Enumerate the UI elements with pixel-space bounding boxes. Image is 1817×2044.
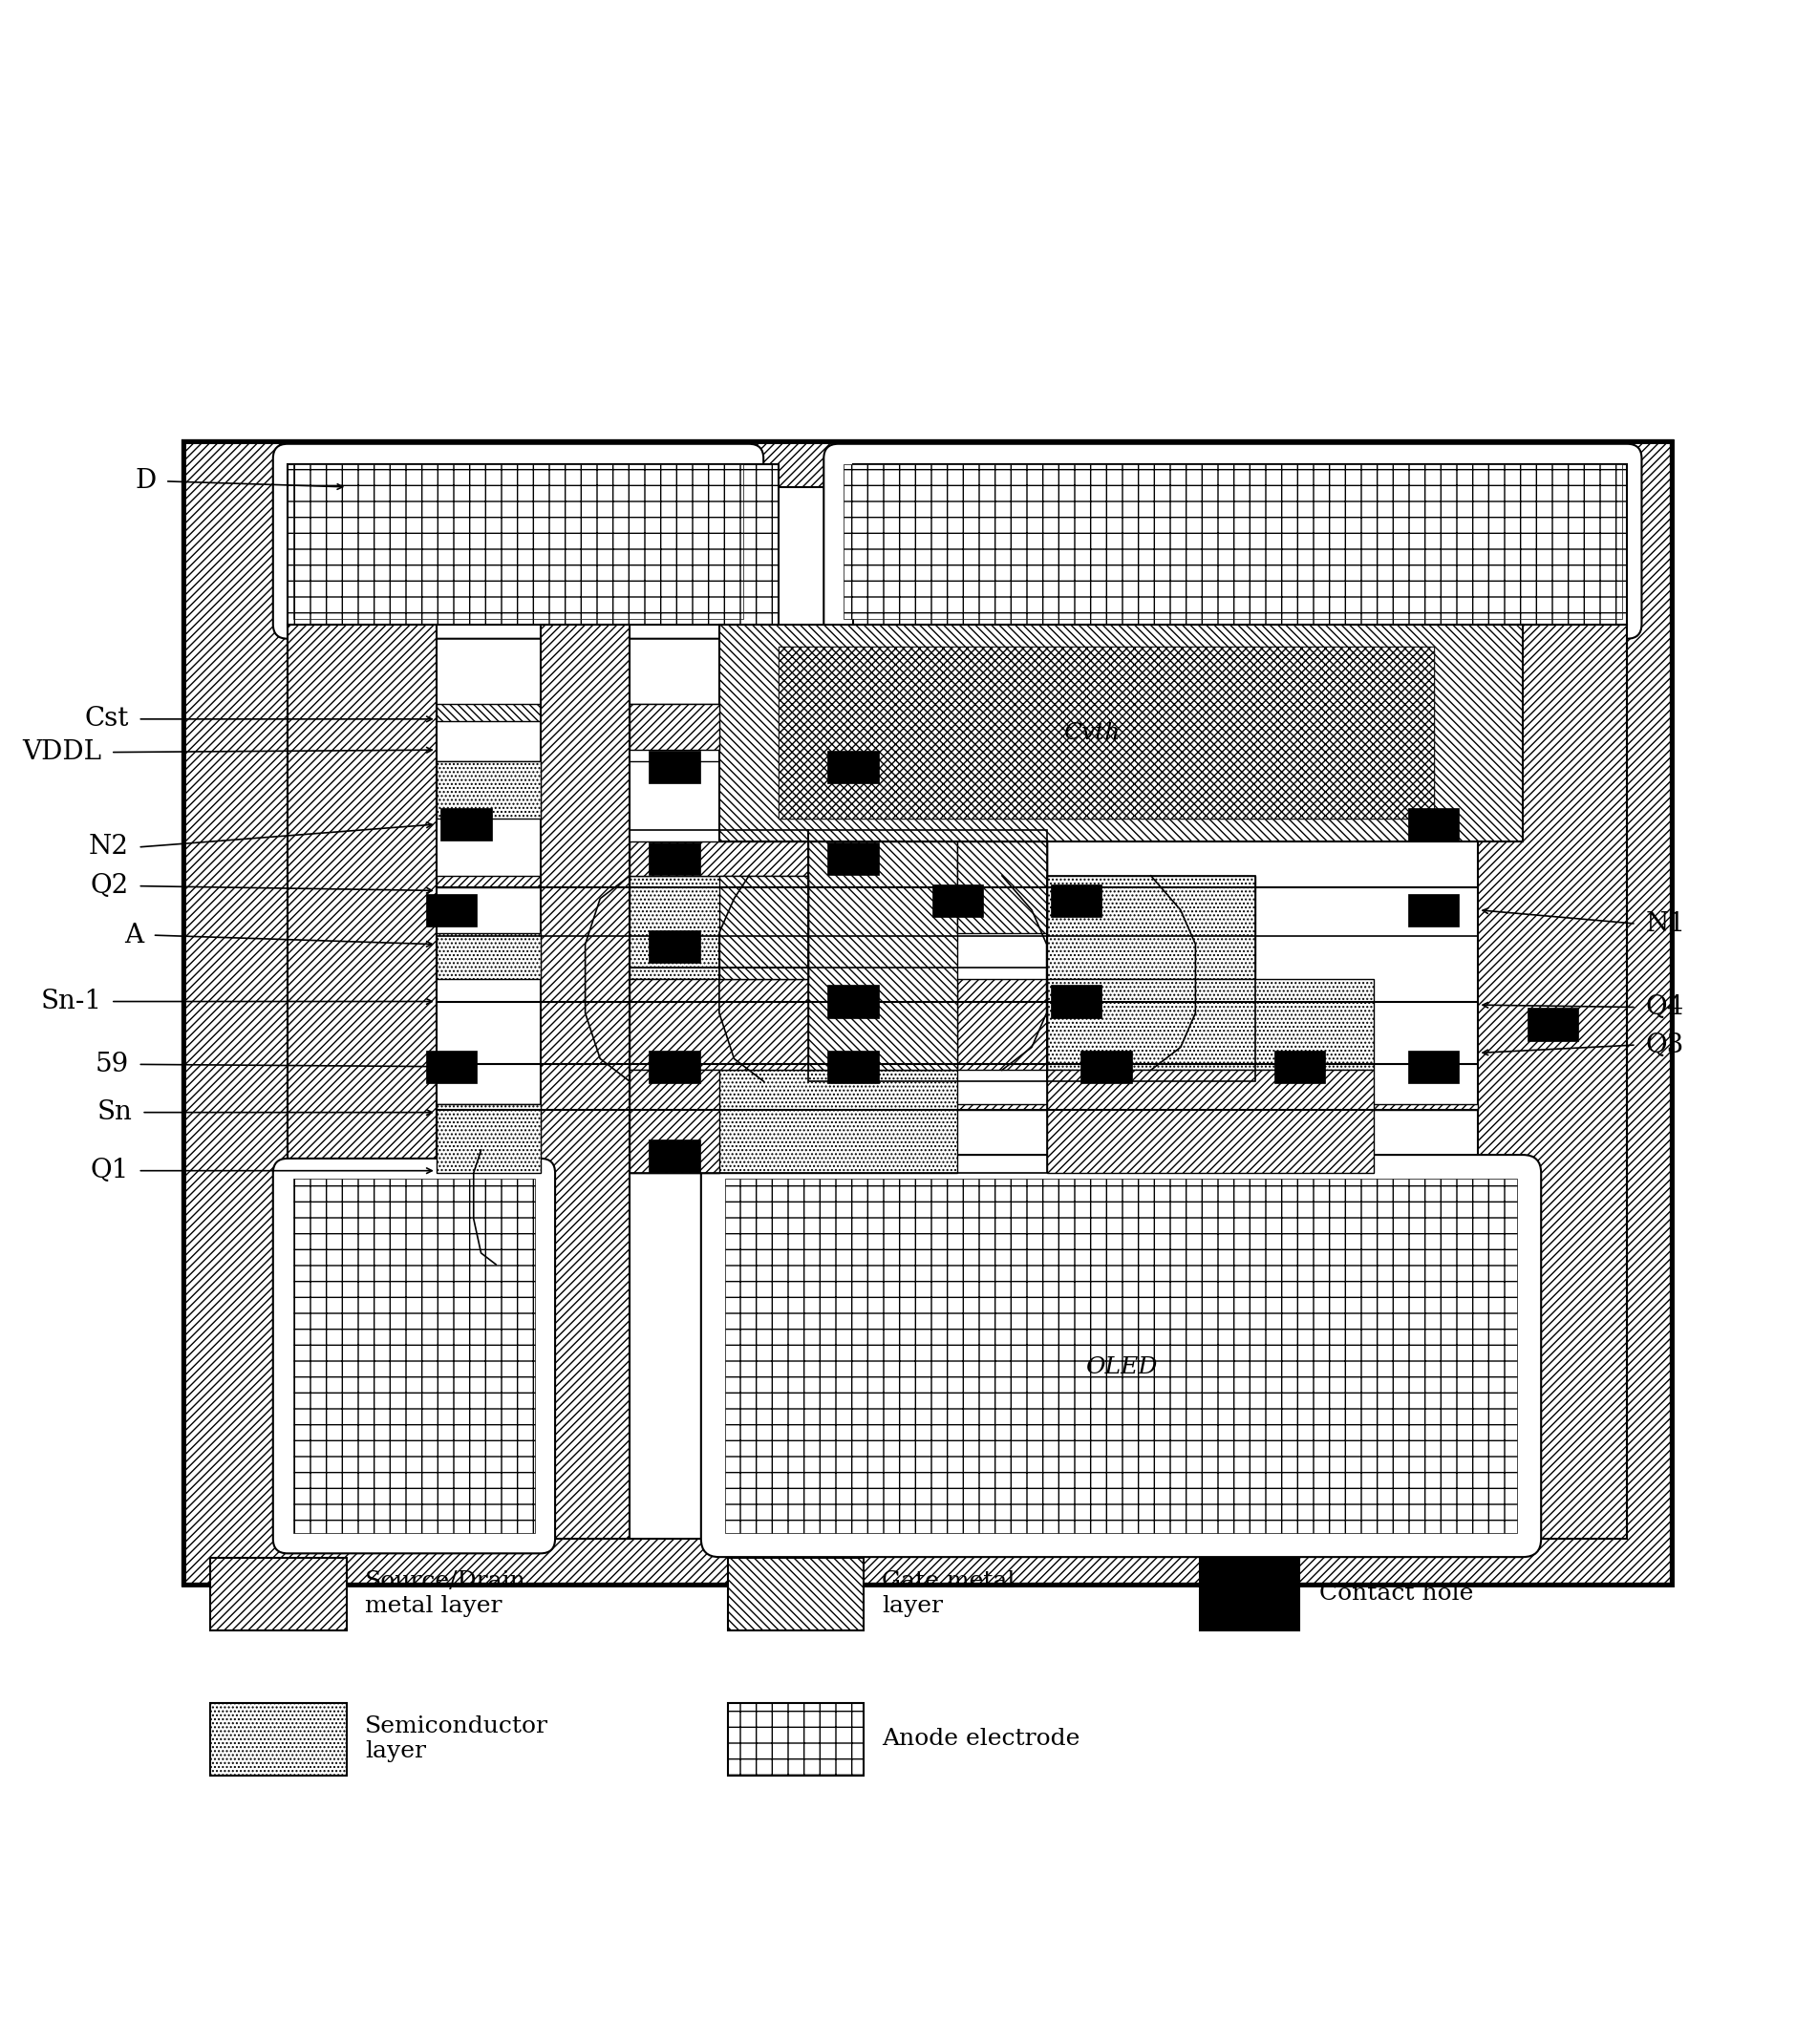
Bar [425,1051,476,1083]
Text: Cst: Cst [85,705,129,732]
FancyBboxPatch shape [273,1159,556,1553]
Bar [630,875,809,979]
Bar [442,807,492,840]
Bar [1047,875,1256,1081]
Bar [958,979,1047,1071]
FancyBboxPatch shape [701,1155,1541,1558]
Bar [1047,1071,1374,1173]
Bar [649,750,700,783]
Bar [287,486,1628,1539]
Bar [1047,875,1256,979]
Text: Source/Drain
metal layer: Source/Drain metal layer [365,1570,527,1617]
Text: D: D [134,468,156,495]
Bar [436,875,720,887]
Text: N1: N1 [1644,912,1686,936]
Text: Contact hole: Contact hole [1319,1582,1474,1605]
Bar [211,1558,347,1629]
Bar [809,830,1047,1081]
Bar [779,648,1434,818]
Text: VDDL: VDDL [22,740,102,764]
Text: Q3: Q3 [1644,1032,1684,1059]
Bar [1479,623,1628,1539]
Bar [829,750,879,783]
Bar [630,842,1047,875]
Bar [809,842,958,1071]
Bar [649,1139,700,1171]
Bar [1274,1051,1325,1083]
Bar [1050,985,1101,1018]
Bar [436,760,541,818]
Bar [630,967,1047,1173]
Bar [630,830,809,967]
Bar [184,442,1672,1584]
Bar [425,893,476,926]
Bar [1408,893,1459,926]
Text: Gate metal
layer: Gate metal layer [883,1570,1016,1617]
Bar [436,932,541,979]
Bar [184,442,1672,1584]
Bar [829,1051,879,1083]
Bar [287,464,779,623]
Text: Sn: Sn [98,1100,133,1126]
Bar [649,930,700,963]
Bar [729,1703,865,1774]
Text: Sn-1: Sn-1 [40,989,102,1014]
Bar [932,885,983,918]
Bar [293,464,743,619]
Text: Semiconductor
layer: Semiconductor layer [365,1715,549,1762]
Bar [725,1179,1517,1533]
Bar [854,464,1628,623]
Bar [779,648,1434,818]
Bar [843,464,1623,619]
Bar [1050,885,1101,918]
Text: Q1: Q1 [91,1157,129,1183]
Text: Cvth: Cvth [1063,722,1119,744]
Text: Q4: Q4 [1644,993,1684,1020]
FancyBboxPatch shape [273,444,763,638]
Bar [829,985,879,1018]
Text: A: A [124,922,144,948]
Bar [293,1179,536,1533]
Bar [630,979,958,1071]
Bar [184,442,1672,1584]
Bar [720,875,809,979]
Bar [287,623,436,1539]
Text: Anode electrode: Anode electrode [883,1727,1081,1750]
Bar [720,623,1523,842]
Bar [630,705,720,750]
Text: OLED: OLED [1085,1357,1157,1378]
Bar [630,1071,720,1173]
Bar [729,1558,865,1629]
Bar [829,842,879,875]
Bar [184,442,1672,1584]
Bar [436,1104,541,1173]
Bar [649,842,700,875]
Bar [1047,979,1374,1071]
Bar [1408,1051,1459,1083]
Bar [541,623,630,1539]
Bar [1528,1008,1579,1040]
Text: 59: 59 [94,1051,129,1077]
Bar [1199,1558,1299,1629]
Bar [436,705,1479,722]
Bar [630,1071,958,1173]
Bar [1081,1051,1132,1083]
Text: Q2: Q2 [91,873,129,899]
Bar [211,1703,347,1774]
Bar [436,1104,1479,1110]
Bar [958,842,1047,932]
Bar [1408,807,1459,840]
Text: N2: N2 [89,834,129,861]
FancyBboxPatch shape [823,444,1641,638]
Bar [649,1051,700,1083]
